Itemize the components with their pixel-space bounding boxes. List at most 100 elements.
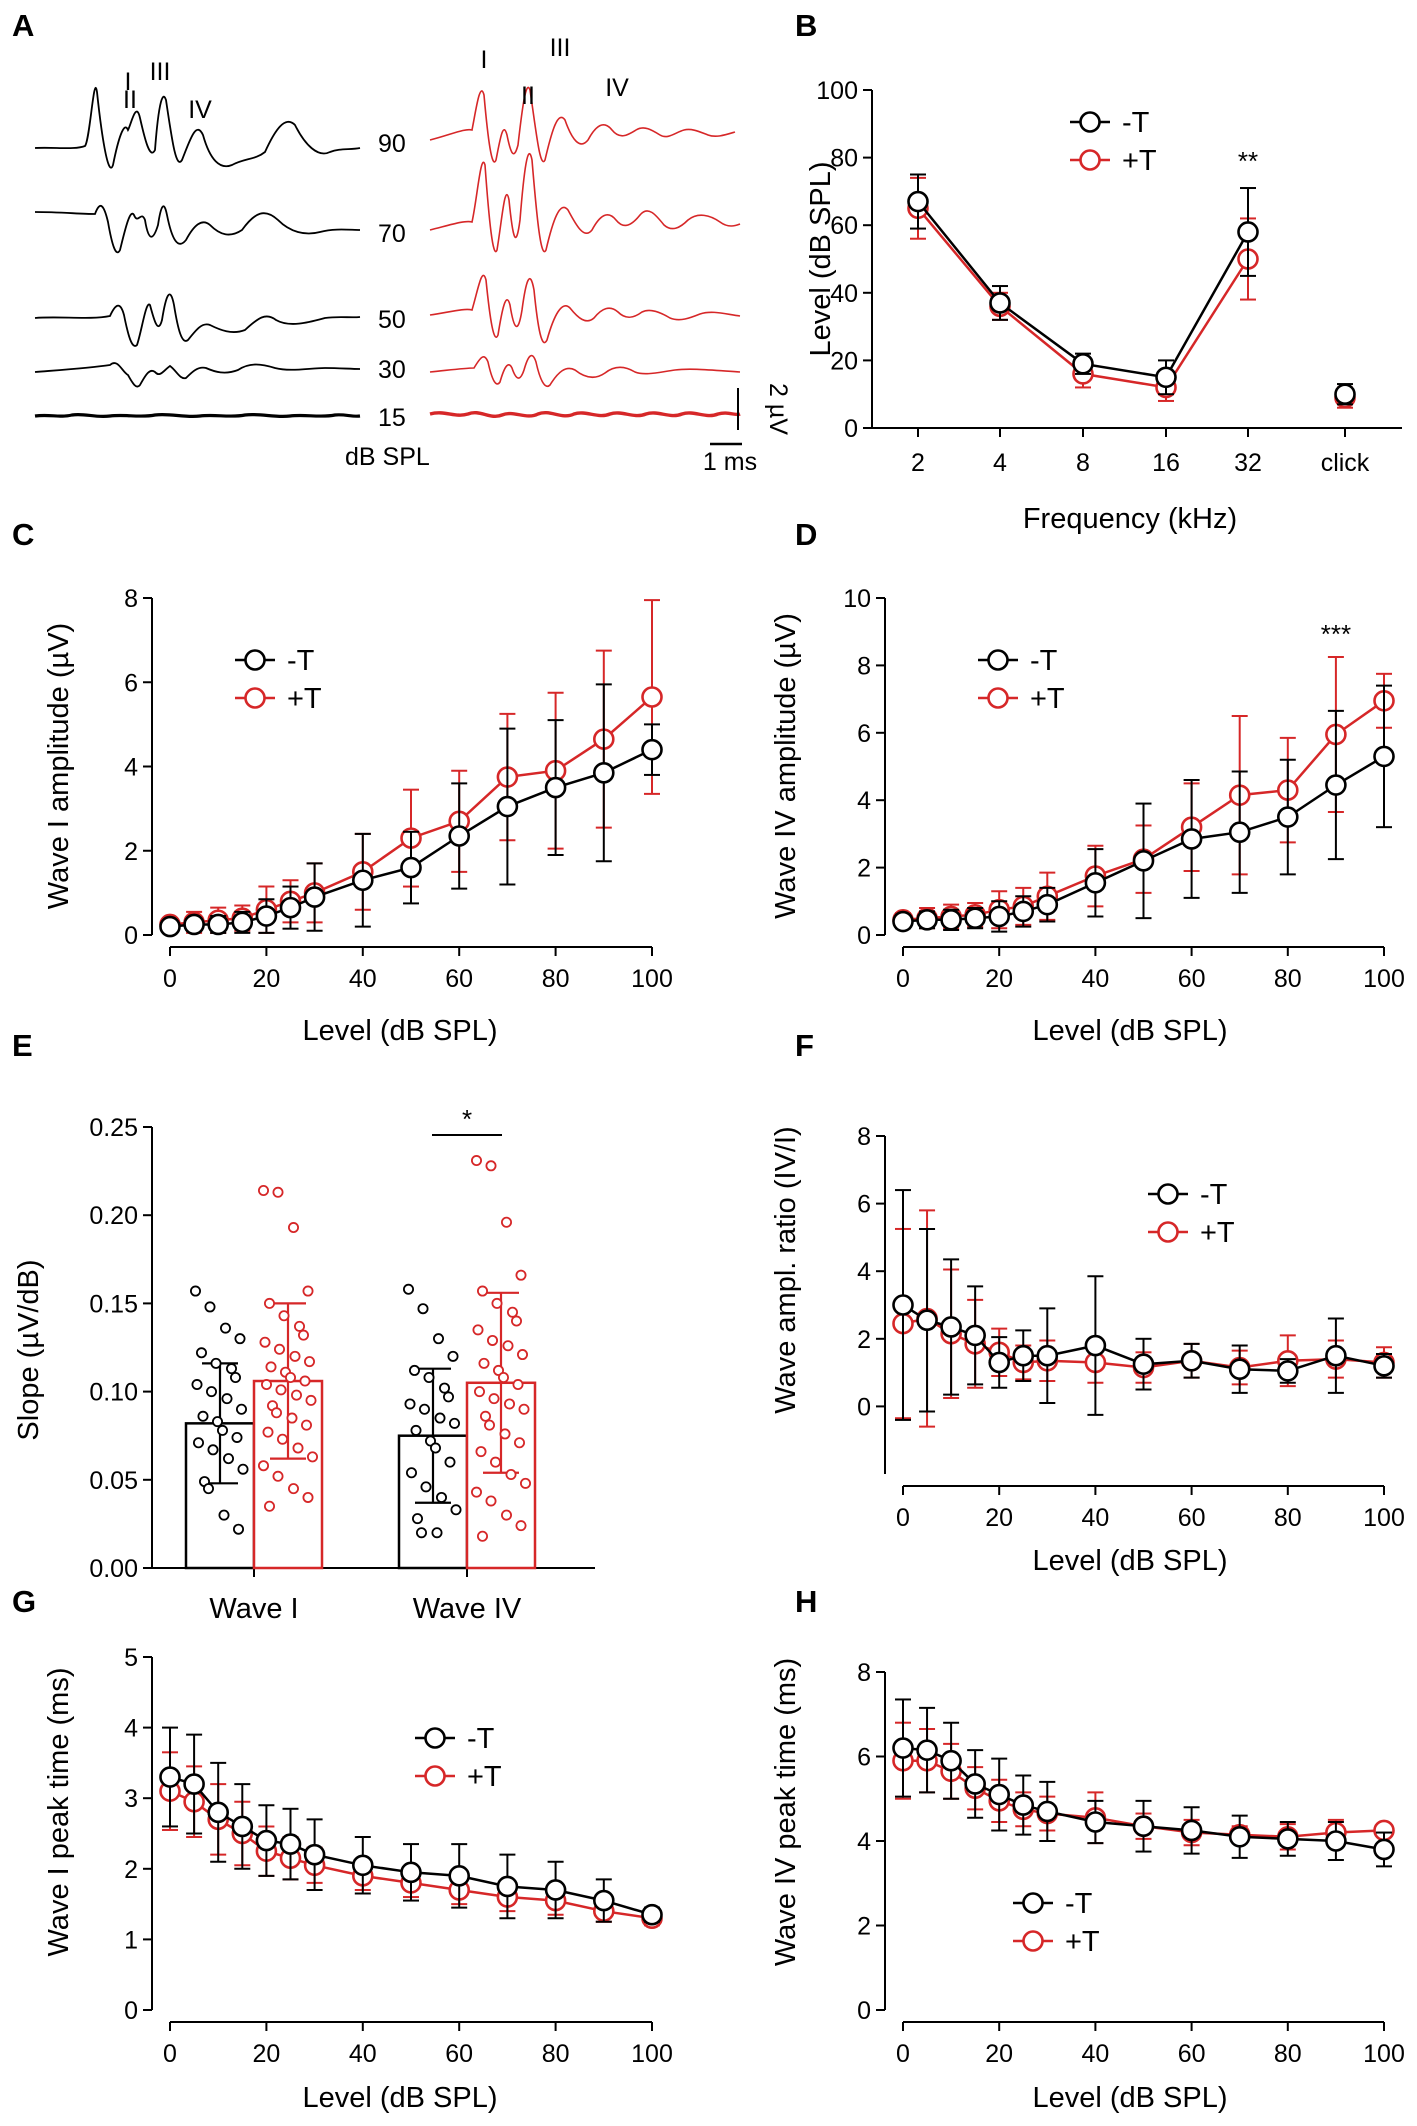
data-point (289, 1350, 301, 1362)
series-plus-t (907, 176, 1356, 409)
data-point (517, 1349, 529, 1361)
data-point (1132, 1815, 1155, 1838)
data-point (500, 1509, 512, 1521)
series-line (917, 200, 1250, 379)
x-tick-label: 20 (252, 2040, 280, 2068)
data-point (260, 1379, 272, 1391)
x-tick-label: Wave IV (413, 1593, 522, 1625)
data-point (497, 1371, 509, 1383)
data-point (592, 1889, 615, 1912)
data-point (444, 1456, 456, 1468)
x-axis-label: Level (dB SPL) (302, 2082, 497, 2114)
data-point (448, 1865, 471, 1887)
data-point (964, 907, 986, 929)
data-point (447, 1350, 459, 1362)
data-point (496, 795, 519, 818)
legend-marker (1157, 1183, 1179, 1205)
data-point (988, 905, 1011, 928)
y-tick-label: 8 (857, 652, 871, 680)
panel-e: E 0.00 0.05 0.10 0.15 0.20 0.25 Slope (µV/dB) Wa… (12, 1028, 595, 1625)
data-point (1180, 1819, 1203, 1842)
data-point (1012, 900, 1035, 923)
x-tick-label: 16 (1152, 449, 1180, 477)
data-point (299, 1375, 311, 1387)
abr-trace-minus-t-90 (34, 87, 361, 169)
data-point (515, 1520, 527, 1532)
data-point (418, 1403, 430, 1415)
data-point (302, 1491, 314, 1503)
x-tick-label: 20 (985, 1504, 1013, 1532)
data-point (159, 1766, 181, 1788)
data-point (222, 1453, 234, 1465)
data-point (1373, 1355, 1395, 1377)
data-point (1155, 366, 1177, 389)
level-label-15: 15 (378, 404, 406, 432)
data-point (420, 1481, 432, 1493)
data-point (351, 869, 374, 892)
data-point (265, 1361, 277, 1373)
panel-f-label: F (795, 1028, 814, 1063)
x-tick-label: 2 (911, 449, 925, 477)
y-axis-label: Wave I peak time (ms) (43, 1668, 75, 1957)
x-tick-label: 40 (1081, 1504, 1109, 1532)
data-point (510, 1315, 522, 1327)
data-point (235, 1403, 247, 1415)
x-tick-label: 80 (542, 2040, 570, 2068)
data-point (1277, 1828, 1299, 1850)
data-point (211, 1416, 223, 1428)
data-point (940, 1749, 962, 1772)
abr-trace-minus-t-70 (34, 204, 361, 254)
data-point (892, 910, 914, 933)
y-tick-label: 6 (857, 1744, 871, 1772)
data-point (1132, 850, 1155, 872)
panel-a: A I II III IV I II III IV 90 70 50 30 1 (12, 8, 792, 476)
x-tick-label: 80 (542, 965, 570, 993)
peak-label-black-i: I (125, 68, 132, 96)
data-point (486, 1334, 498, 1346)
panel-e-label: E (12, 1028, 33, 1063)
peak-label-red-ii: II (521, 82, 535, 110)
peak-label-red-iii: III (550, 34, 571, 62)
data-point (183, 913, 205, 936)
data-point (231, 911, 254, 934)
data-point (279, 1833, 302, 1855)
abr-trace-minus-t-30 (34, 362, 361, 388)
legend-label: -T (1200, 1179, 1228, 1211)
x-axis-label: Level (dB SPL) (1032, 1545, 1227, 1577)
scale-bar-voltage-label: 2 µV (764, 383, 792, 435)
x-tick-label: 20 (985, 965, 1013, 993)
data-point (259, 1336, 271, 1348)
data-point (1325, 1830, 1347, 1852)
data-point (641, 738, 663, 761)
x-tick-label: 80 (1274, 965, 1302, 993)
data-point (496, 1875, 519, 1898)
data-point (472, 1324, 484, 1336)
x-tick-label: 40 (1081, 2040, 1109, 2068)
x-tick-label: 60 (1178, 2040, 1206, 2068)
data-point (892, 1294, 914, 1316)
data-point (1084, 1811, 1107, 1833)
y-tick-label: 2 (857, 1326, 871, 1354)
y-tick-label: 8 (124, 585, 138, 613)
data-point (476, 1530, 488, 1542)
data-point (272, 1470, 284, 1482)
legend-marker (244, 649, 266, 671)
data-point (500, 1216, 512, 1228)
data-point (1180, 1349, 1203, 1372)
data-point (207, 913, 229, 936)
data-point (476, 1285, 488, 1297)
bar-group-plus-t (252, 1185, 324, 1570)
series-minus-t (159, 1726, 663, 1926)
data-point (438, 1382, 450, 1394)
y-tick-label: 0.25 (89, 1114, 138, 1142)
y-tick-label: 0 (124, 1997, 138, 2025)
panel-b: B 0 20 40 60 80 100 2 4 8 16 32 click Frequency (kHz)… (795, 8, 1402, 535)
data-point (262, 1426, 274, 1438)
significance-marker: ** (1238, 146, 1258, 176)
legend-label: -T (287, 645, 315, 677)
legend-label: -T (1122, 107, 1150, 139)
y-tick-label: 4 (124, 1715, 138, 1743)
x-tick-label: 100 (1363, 1504, 1405, 1532)
